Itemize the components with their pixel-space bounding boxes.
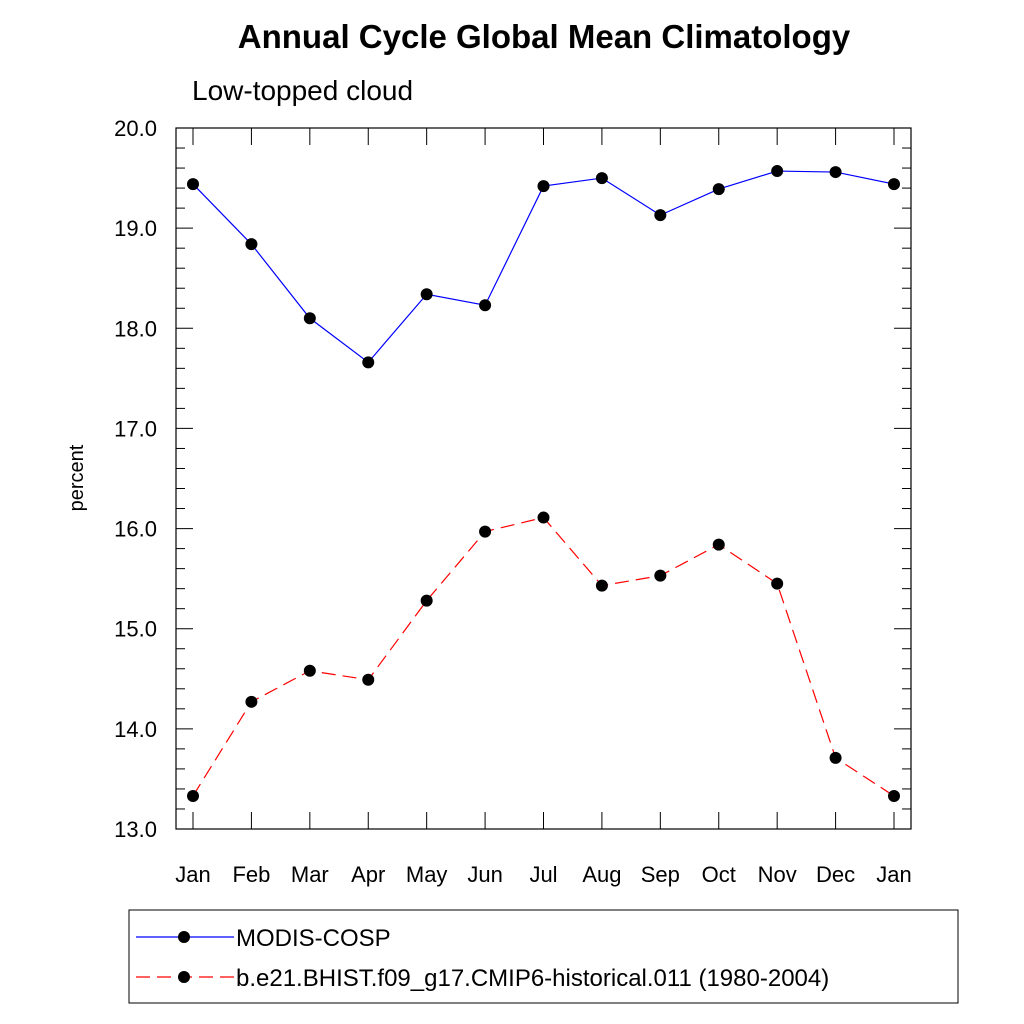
y-tick-label: 15.0	[114, 617, 157, 642]
y-tick-label: 20.0	[114, 116, 157, 141]
legend-label: MODIS-COSP	[236, 925, 391, 952]
data-point	[537, 180, 550, 193]
axes: 13.0 14.0 15.0 16.0 17.0 18.0 19.0 20.0 Jan Feb Ma…	[114, 116, 912, 887]
data-point	[537, 511, 550, 524]
x-tick-label: Dec	[816, 862, 855, 887]
x-tick-label: Apr	[351, 862, 385, 887]
legend-entry-1: MODIS-COSP	[136, 925, 391, 952]
x-tick-label: Oct	[702, 862, 736, 887]
data-point	[362, 356, 375, 369]
data-point	[303, 312, 316, 325]
data-point	[420, 594, 433, 607]
x-tick-label: Jun	[467, 862, 502, 887]
y-tick-label: 13.0	[114, 817, 157, 842]
y-tick-label: 19.0	[114, 216, 157, 241]
data-point	[771, 577, 784, 590]
data-point	[187, 789, 199, 802]
y-tick-label: 14.0	[114, 717, 157, 742]
data-point	[888, 178, 900, 191]
x-tick-label: Mar	[291, 862, 329, 887]
x-tick-label: Jan	[876, 862, 911, 887]
data-point	[654, 569, 667, 582]
series-2	[187, 511, 900, 802]
x-tick-label: Feb	[232, 862, 270, 887]
x-tick-label: Sep	[641, 862, 680, 887]
plot-frame	[175, 127, 912, 830]
data-point	[771, 165, 784, 178]
series-1	[187, 165, 900, 369]
data-point	[420, 288, 433, 301]
legend-marker	[178, 931, 190, 943]
y-tick-label: 18.0	[114, 316, 157, 341]
legend: MODIS-COSP b.e21.BHIST.f09_g17.CMIP6-hist…	[128, 909, 959, 1004]
data-point	[245, 695, 258, 708]
x-tick-label: Aug	[582, 862, 621, 887]
data-point	[595, 579, 608, 592]
data-point	[479, 525, 492, 538]
data-point	[712, 183, 725, 196]
legend-entries: MODIS-COSP b.e21.BHIST.f09_g17.CMIP6-hist…	[136, 925, 829, 992]
x-tick-label: Jul	[529, 862, 557, 887]
legend-marker	[178, 971, 190, 983]
data-point	[654, 209, 667, 222]
x-tick-label: Nov	[758, 862, 797, 887]
x-tick-label: Jan	[175, 862, 210, 887]
data-point	[245, 238, 258, 251]
y-tick-label: 16.0	[114, 517, 157, 542]
x-tick-label: May	[406, 862, 448, 887]
legend-box	[128, 909, 959, 1004]
data-point	[303, 664, 316, 677]
series-line	[192, 170, 895, 364]
data-point	[888, 789, 900, 802]
data-point	[712, 538, 725, 551]
y-tick-label: 17.0	[114, 416, 157, 441]
data-point	[362, 673, 375, 686]
y-axis-label: percent	[66, 444, 88, 511]
data-point	[829, 751, 842, 764]
chart-title: Annual Cycle Global Mean Climatology	[238, 18, 851, 55]
legend-entry-2: b.e21.BHIST.f09_g17.CMIP6-historical.011…	[136, 965, 829, 992]
data-point	[479, 299, 492, 312]
data-point	[829, 166, 842, 179]
series-layer	[187, 165, 900, 802]
data-point	[187, 178, 199, 191]
chart-subtitle: Low-topped cloud	[192, 75, 413, 106]
legend-label: b.e21.BHIST.f09_g17.CMIP6-historical.011…	[236, 965, 829, 992]
series-line	[192, 516, 895, 797]
data-point	[595, 172, 608, 185]
